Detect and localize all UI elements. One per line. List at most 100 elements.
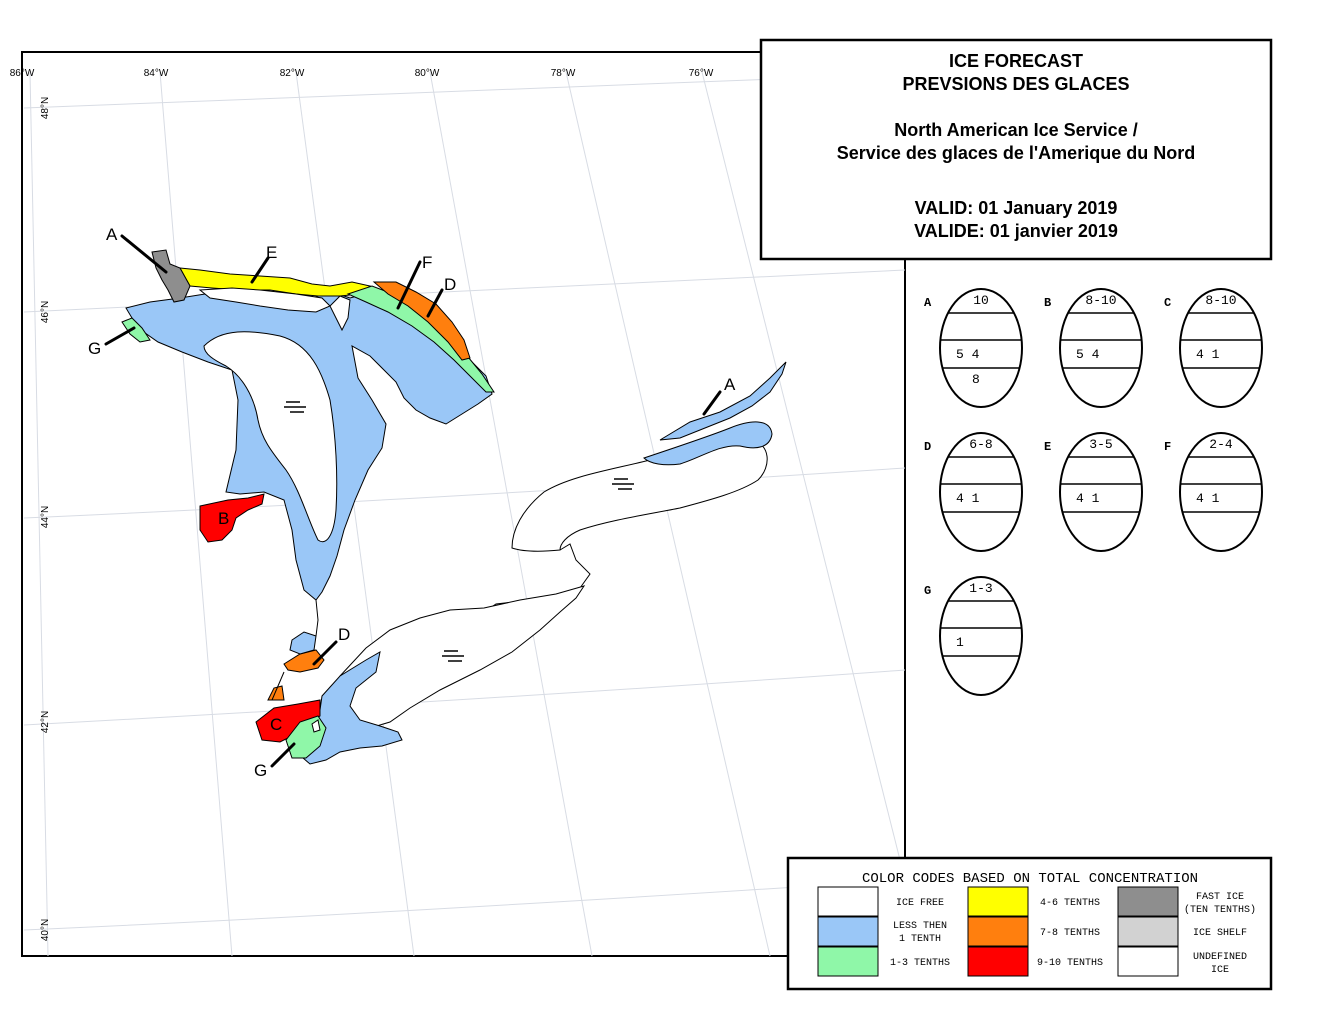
map-label-a: A <box>724 375 736 394</box>
egg-concentration: 3-5 <box>1089 437 1112 452</box>
lon-label: 80°W <box>415 68 440 79</box>
map-label-g: G <box>254 761 267 780</box>
lat-label: 48°N <box>40 97 51 119</box>
egg-stage: 4 1 <box>956 491 980 506</box>
egg-id: F <box>1164 440 1171 454</box>
map-label-e: E <box>266 243 277 262</box>
egg-stage: 5 4 <box>956 347 980 362</box>
title-line-2: PREVSIONS DES GLACES <box>902 74 1129 94</box>
bruce-peninsula <box>329 295 351 332</box>
erie-ice-free-symbol <box>442 650 464 662</box>
ontario-ice-free-symbol <box>612 478 634 490</box>
egg-concentration: 10 <box>973 293 989 308</box>
erie-island <box>311 719 321 733</box>
egg-stage: 1 <box>956 635 964 650</box>
map-label-d: D <box>338 625 350 644</box>
egg-outline <box>939 288 1023 408</box>
legend-ice: ICE <box>1211 965 1229 976</box>
egg-stage: 5 4 <box>1076 347 1100 362</box>
lon-label: 86°W <box>10 68 35 79</box>
lon-label: 82°W <box>280 68 305 79</box>
legend-ice-free: ICE FREE <box>896 898 944 909</box>
lon-label: 78°W <box>551 68 576 79</box>
egg-form: 8 <box>972 372 980 387</box>
egg-codes: A 10 5 4 8 B 8-10 5 4 C 8-10 4 1 D 6-8 4 1 E 3-5 4 1 F 2-… <box>924 288 1263 696</box>
lat-label: 46°N <box>40 301 51 323</box>
swatch-undefined <box>1117 946 1179 977</box>
egg-concentration: 6-8 <box>969 437 992 452</box>
egg-outline <box>1059 288 1143 408</box>
legend-1-3: 1-3 TENTHS <box>890 958 950 969</box>
egg-outline <box>939 576 1023 696</box>
lake-ontario <box>483 361 787 613</box>
swatch-fast-ice <box>1117 886 1179 917</box>
legend-ten-tenths: (TEN TENTHS) <box>1184 904 1256 916</box>
swatch-ice-shelf <box>1117 916 1179 947</box>
lat-label: 44°N <box>40 506 51 528</box>
egg-concentration: 1-3 <box>969 581 992 596</box>
egg-outline <box>1179 288 1263 408</box>
egg-id: B <box>1044 296 1051 310</box>
map-label-c: C <box>270 715 282 734</box>
egg-code: A 10 5 4 8 <box>924 288 1023 408</box>
leader-lines <box>104 234 722 768</box>
lake-huron <box>121 249 495 601</box>
egg-id: D <box>924 440 931 454</box>
lake-erie <box>255 585 586 765</box>
st-clair-river <box>315 599 319 637</box>
ontario-ice-free <box>511 439 768 552</box>
egg-stage: 4 1 <box>1076 491 1100 506</box>
ice-free-symbols <box>284 401 634 662</box>
egg-id: A <box>924 296 932 310</box>
egg-id: G <box>924 584 931 598</box>
legend-title: COLOR CODES BASED ON TOTAL CONCENTRATION <box>862 871 1198 887</box>
swatch-ice-free <box>817 886 879 917</box>
swatch-1-3 <box>817 946 879 977</box>
egg-stage: 4 1 <box>1196 347 1220 362</box>
lon-label: 76°W <box>689 68 714 79</box>
egg-concentration: 8-10 <box>1205 293 1236 308</box>
lat-label: 42°N <box>40 711 51 733</box>
lon-label: 84°W <box>144 68 169 79</box>
lat-label: 40°N <box>40 919 51 941</box>
egg-outline <box>1059 432 1143 552</box>
title-line-6: VALIDE: 01 janvier 2019 <box>914 221 1118 241</box>
erie-west-7-8-tenths <box>267 685 285 701</box>
egg-code: B 8-10 5 4 <box>1044 288 1143 408</box>
color-legend: COLOR CODES BASED ON TOTAL CONCENTRATION… <box>786 856 1273 991</box>
title-line-5: VALID: 01 January 2019 <box>915 198 1118 218</box>
egg-id: E <box>1044 440 1051 454</box>
egg-concentration: 2-4 <box>1209 437 1233 452</box>
huron-west-1-3-tenths <box>121 317 151 343</box>
swatch-9-10 <box>967 946 1029 977</box>
map-label-d: D <box>444 275 456 294</box>
legend-less-then: LESS THEN <box>893 921 947 932</box>
map-label-f: F <box>422 253 432 272</box>
ontario-less-than-1-tenth <box>643 421 773 466</box>
egg-outline <box>1179 432 1263 552</box>
map-label-b: B <box>218 509 229 528</box>
legend-7-8: 7-8 TENTHS <box>1040 928 1100 939</box>
map-label-a: A <box>106 225 118 244</box>
egg-stage: 4 1 <box>1196 491 1220 506</box>
title-line-3: North American Ice Service / <box>894 120 1137 140</box>
egg-code: F 2-4 4 1 <box>1164 432 1263 552</box>
egg-concentration: 8-10 <box>1085 293 1116 308</box>
detroit-river <box>271 671 285 701</box>
legend-9-10: 9-10 TENTHS <box>1037 958 1103 969</box>
legend-4-6: 4-6 TENTHS <box>1040 898 1100 909</box>
georgian-bay-7-8-tenths <box>372 281 471 361</box>
map-label-g: G <box>88 339 101 358</box>
title-frame <box>759 38 1273 261</box>
egg-outline <box>939 432 1023 552</box>
map-frame <box>21 51 906 957</box>
swatch-4-6 <box>967 886 1029 917</box>
huron-ice-free <box>203 331 338 542</box>
st-lawrence <box>659 361 787 441</box>
map-area-labels: A E F D G B A D C G <box>88 225 736 780</box>
st-marys-fast-ice <box>151 249 191 303</box>
saginaw-9-10-tenths <box>199 493 265 543</box>
swatch-7-8 <box>967 916 1029 947</box>
title-line-4: Service des glaces de l'Amerique du Nord <box>837 143 1195 163</box>
